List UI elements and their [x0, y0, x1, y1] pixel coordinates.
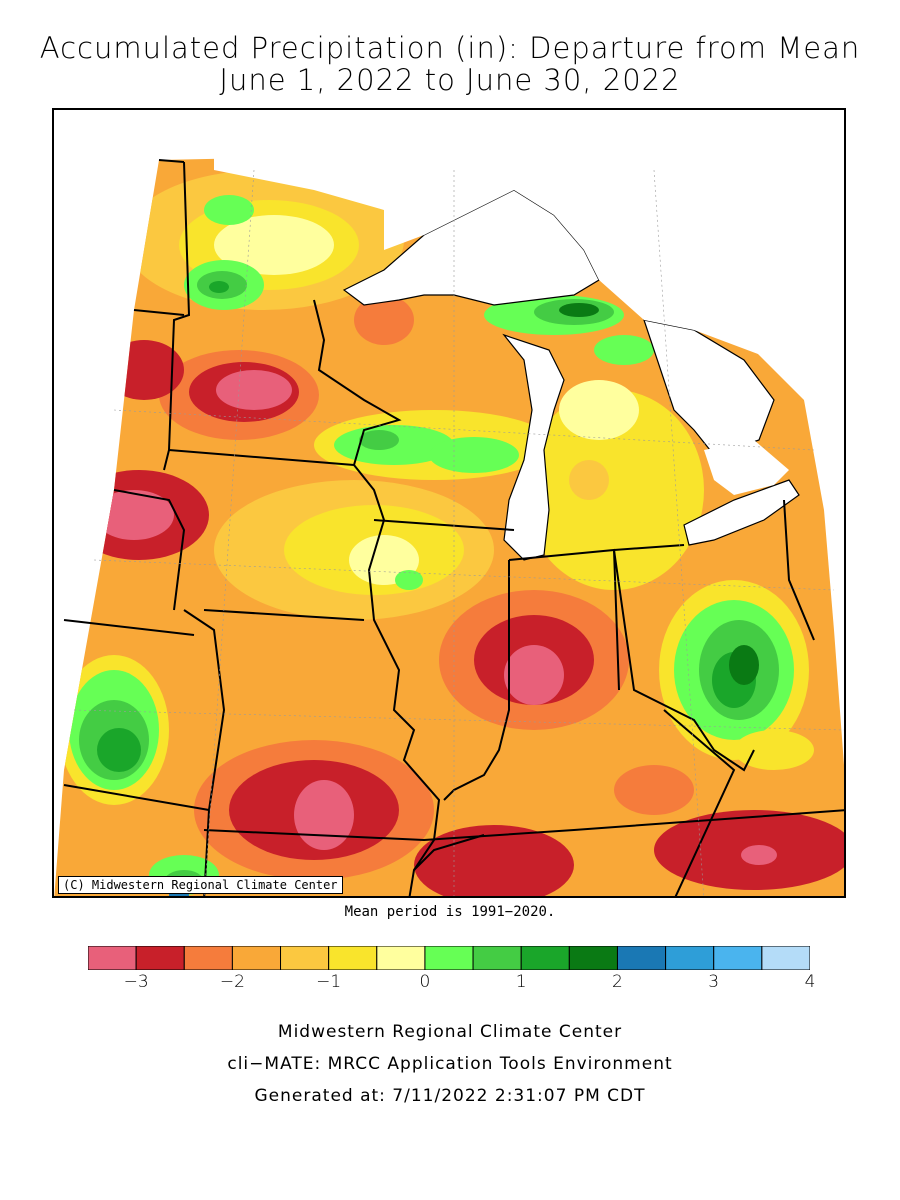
legend-tick-label: −1 [316, 972, 342, 992]
legend-tick-label: 0 [419, 972, 431, 992]
legend-swatch-3 [231, 946, 282, 970]
legend-tick-label: 2 [612, 972, 623, 992]
map-credit: (C) Midwestern Regional Climate Center [58, 876, 343, 894]
legend-swatch-10 [568, 946, 618, 970]
legend-swatch-13 [713, 946, 763, 970]
legend-swatch-4 [280, 946, 330, 970]
legend-swatch-11 [616, 946, 667, 970]
legend-swatch-7 [424, 946, 474, 970]
precipitation-map: (C) Midwestern Regional Climate Center [52, 108, 846, 898]
legend-swatch-12 [665, 946, 715, 970]
legend-swatch-14 [761, 946, 810, 970]
map-title-line2: June 1, 2022 to June 30, 2022 [219, 63, 681, 97]
legend-tick-label: −2 [219, 972, 245, 992]
footer-generated: Generated at: 7/11/2022 2:31:07 PM CDT [254, 1086, 646, 1106]
legend-tick-label: 4 [804, 972, 816, 992]
legend-swatch-2 [183, 946, 233, 970]
legend-swatch-8 [472, 946, 522, 970]
legend-swatch-9 [520, 946, 570, 970]
great-lakes [214, 110, 844, 561]
grid-lines [73, 169, 844, 896]
state-borders [63, 159, 844, 896]
color-legend-labels: −3 −2 −1 0 1 2 3 4 [0, 972, 900, 998]
color-legend-bar [88, 946, 810, 970]
legend-tick-label: 1 [515, 972, 527, 992]
footer-organization: Midwestern Regional Climate Center [277, 1022, 623, 1042]
map-svg [54, 110, 844, 896]
legend-swatch-5 [328, 946, 378, 970]
legend-swatch-6 [376, 946, 426, 970]
legend-tick-label: 3 [708, 972, 720, 992]
legend-tick-label: −3 [123, 972, 149, 992]
footer-tool: cli−MATE: MRCC Application Tools Environ… [227, 1054, 673, 1074]
legend-swatch-0 [88, 946, 137, 970]
map-title-line1: Accumulated Precipitation (in): Departur… [39, 31, 861, 65]
legend-swatch-1 [135, 946, 185, 970]
mean-period-note: Mean period is 1991−2020. [344, 904, 556, 920]
